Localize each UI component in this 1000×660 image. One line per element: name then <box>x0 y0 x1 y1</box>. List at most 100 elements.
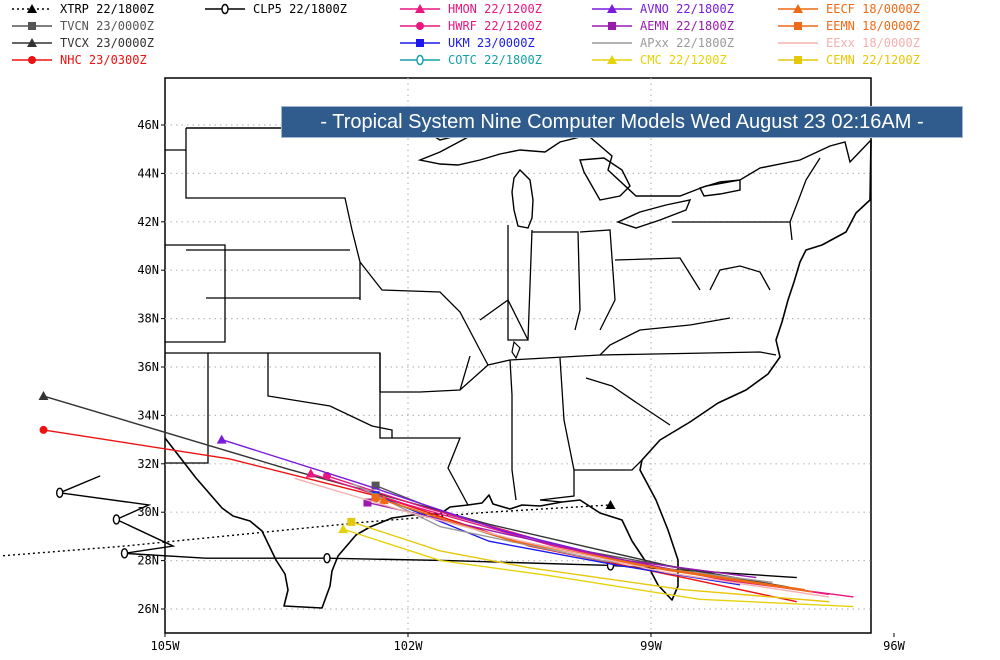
track-aemn <box>363 498 757 579</box>
legend-label: CEMN 22/1200Z <box>826 53 920 67</box>
legend-entry-tvcn: TVCN 23/0000Z <box>12 19 154 33</box>
legend-entry-eemn: EEMN 18/0000Z <box>778 19 920 33</box>
legend-marker-icon <box>416 22 424 30</box>
legend-marker-icon <box>416 54 424 66</box>
legend-label: EEMN 18/0000Z <box>826 19 920 33</box>
coastline <box>164 139 872 609</box>
legend-label: EExx 18/0000Z <box>826 36 920 50</box>
state-borders <box>165 128 821 506</box>
track-marker-icon <box>323 552 331 564</box>
legend-entry-apxx: APxx 22/1800Z <box>592 36 734 50</box>
legend-label: TVCX 23/0000Z <box>60 36 154 50</box>
map-area: 105W102W99W96W93W90W87W84W81W78W75W72W26… <box>2 77 906 653</box>
track-eexx <box>294 477 830 598</box>
lat-tick-label: 26N <box>137 602 159 616</box>
lat-tick-label: 32N <box>137 457 159 471</box>
legend-label: EECF 18/0000Z <box>826 2 920 16</box>
track-marker-icon <box>216 434 227 444</box>
legend-label: CMC 22/1200Z <box>640 53 727 67</box>
legend-marker-icon <box>607 4 617 13</box>
legend-entry-avno: AVNO 22/1800Z <box>592 2 734 16</box>
legend-marker-icon <box>794 22 802 30</box>
legend-marker-icon <box>794 56 802 64</box>
legend-marker-icon <box>221 3 229 15</box>
track-line <box>375 497 806 591</box>
track-line <box>367 501 757 579</box>
legend-label: AVNO 22/1800Z <box>640 2 734 16</box>
track-line <box>351 521 830 603</box>
lat-tick-label: 36N <box>137 360 159 374</box>
legend-entry-clp5: CLP5 22/1800Z <box>205 2 347 16</box>
track-xtrp <box>2 499 616 557</box>
legend-entry-cmc: CMC 22/1200Z <box>592 53 727 67</box>
legend-marker-icon <box>27 38 37 47</box>
lon-tick-label: 99W <box>640 639 662 653</box>
page-title: - Tropical System Nine Computer Models W… <box>281 106 963 138</box>
legend-marker-icon <box>27 4 37 13</box>
track-marker-icon <box>38 391 49 401</box>
lat-tick-label: 38N <box>137 312 159 326</box>
lat-tick-label: 28N <box>137 554 159 568</box>
lat-tick-label: 44N <box>137 166 159 180</box>
lat-tick-label: 40N <box>137 263 159 277</box>
track-eemn <box>371 493 806 591</box>
lon-tick-label: 102W <box>394 639 424 653</box>
legend-entry-hwrf: HWRF 22/1200Z <box>400 19 542 33</box>
lat-tick-label: 42N <box>137 215 159 229</box>
legend-marker-icon <box>607 55 617 64</box>
track-marker-icon <box>363 498 372 507</box>
legend-label: AEMN 22/1800Z <box>640 19 734 33</box>
legend-entry-tvcx: TVCX 23/0000Z <box>12 36 154 50</box>
lon-tick-label: 96W <box>883 639 905 653</box>
legend-label: UKM 23/0000Z <box>448 36 535 50</box>
lon-tick-label: 105W <box>151 639 181 653</box>
legend-marker-icon <box>608 22 616 30</box>
legend-label: HWRF 22/1200Z <box>448 19 542 33</box>
legend-entry-nhc: NHC 23/0300Z <box>12 53 147 67</box>
axis-labels: 105W102W99W96W93W90W87W84W81W78W75W72W26… <box>137 118 905 653</box>
track-marker-icon <box>56 487 64 499</box>
track-nhc <box>39 425 797 603</box>
track-marker-icon <box>112 514 121 525</box>
legend-entry-xtrp: XTRP 22/1800Z <box>12 2 154 16</box>
legend-label: XTRP 22/1800Z <box>60 2 154 16</box>
track-marker-icon <box>39 425 48 434</box>
track-marker-icon <box>605 499 616 509</box>
legend-entry-eecf: EECF 18/0000Z <box>778 2 920 16</box>
reservoir <box>511 340 521 360</box>
legend-label: NHC 23/0300Z <box>60 53 147 67</box>
track-marker-icon <box>371 481 380 490</box>
track-line <box>2 504 611 557</box>
track-marker-icon <box>347 517 356 526</box>
legend-label: HMON 22/1200Z <box>448 2 542 16</box>
track-marker-icon <box>305 468 316 478</box>
legend-marker-icon <box>28 56 36 64</box>
legend-entry-eexx: EExx 18/0000Z <box>778 36 920 50</box>
track-line <box>342 528 854 608</box>
legend-label: CLP5 22/1800Z <box>253 2 347 16</box>
track-tvcx <box>38 391 789 588</box>
legend-label: COTC 22/1800Z <box>448 53 542 67</box>
legend-entry-ukm: UKM 23/0000Z <box>400 36 535 50</box>
model-tracks <box>2 391 854 608</box>
track-line <box>294 477 830 598</box>
track-line <box>43 429 797 603</box>
track-cmc <box>338 524 854 608</box>
lat-tick-label: 30N <box>137 505 159 519</box>
legend-entry-hmon: HMON 22/1200Z <box>400 2 542 16</box>
legend-marker-icon <box>793 4 803 13</box>
legend-marker-icon <box>416 39 424 47</box>
track-marker-icon <box>371 493 380 502</box>
lake-michigan <box>511 168 534 229</box>
lake-ontario <box>699 179 741 197</box>
track-line <box>43 395 789 588</box>
lat-tick-label: 34N <box>137 408 159 422</box>
legend-label: APxx 22/1800Z <box>640 36 734 50</box>
track-marker-icon <box>338 524 349 534</box>
legend-marker-icon <box>415 4 425 13</box>
legend-marker-icon <box>28 22 36 30</box>
legend-entry-cotc: COTC 22/1800Z <box>400 53 542 67</box>
legend-label: TVCN 23/0000Z <box>60 19 154 33</box>
legend-entry-cemn: CEMN 22/1200Z <box>778 53 920 67</box>
